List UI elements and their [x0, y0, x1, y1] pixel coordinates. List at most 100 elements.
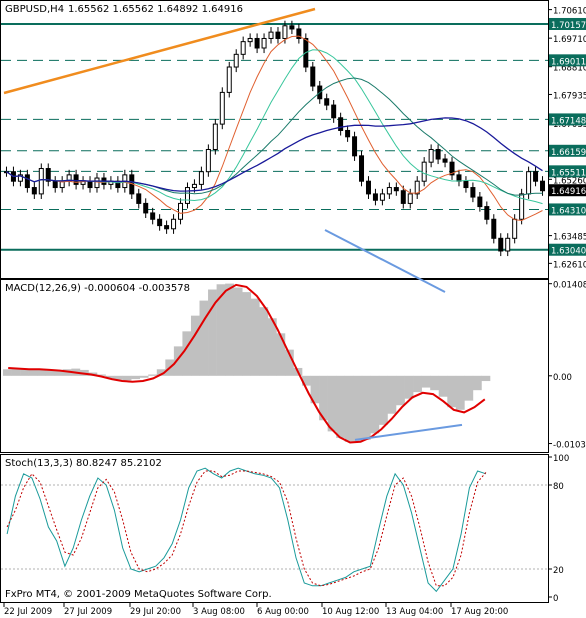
candle-body: [233, 53, 239, 68]
stoch-label: Stoch(13,3,3) 80.8247 85.2102: [5, 458, 162, 469]
candle-body: [428, 148, 434, 163]
candle-body: [87, 180, 93, 189]
time-axis-label: 22 Jul 2009: [4, 607, 52, 617]
candle-body: [157, 218, 163, 227]
macd-histogram-bar: [413, 375, 422, 393]
macd-histogram-bar: [370, 375, 380, 434]
stoch-frame: [0, 454, 549, 603]
stoch-axis-label: 0: [553, 594, 558, 604]
macd-histogram-bar: [3, 369, 12, 376]
stoch-axis-label: 20: [553, 566, 564, 576]
macd-histogram-bar: [28, 369, 38, 376]
time-axis-label: 27 Jul 2009: [64, 607, 112, 617]
candle-body: [247, 37, 253, 43]
orange-trendline[interactable]: [3, 7, 316, 95]
main-chart-frame: [0, 0, 549, 279]
price-level-box: [549, 17, 586, 30]
macd-histogram-bar: [173, 346, 183, 376]
candle-body: [386, 187, 392, 195]
candle-body: [52, 180, 58, 189]
price-level-label: 1.66159: [551, 148, 586, 158]
macd-histogram-bar: [310, 375, 320, 404]
macd-label: MACD(12,26,9) -0.000604 -0.003578: [5, 283, 190, 294]
candle-body: [393, 187, 399, 192]
candle-body: [449, 161, 455, 176]
price-level-label: 1.69011: [551, 57, 586, 67]
time-axis-label: 10 Aug 12:00: [322, 607, 379, 617]
blue-trendline[interactable]: [324, 229, 446, 293]
macd-histogram-bar: [267, 318, 277, 376]
candle-body: [254, 37, 260, 49]
candle-body: [45, 168, 51, 182]
candle-body: [73, 174, 79, 185]
price-level-label: 1.65511: [551, 168, 586, 178]
candle-body: [198, 171, 204, 185]
macd-histogram-bar: [396, 375, 405, 406]
macd-histogram-bar: [319, 375, 328, 421]
macd-histogram-bar: [62, 369, 72, 376]
price-level-label: 1.70157: [551, 21, 586, 31]
macd-histogram-bar: [45, 370, 55, 376]
macd-histogram-bar: [404, 375, 414, 399]
candle-body: [338, 117, 344, 131]
time-axis-label: 6 Aug 00:00: [257, 607, 309, 617]
macd-histogram-bar: [464, 375, 474, 401]
macd-histogram-bar: [20, 368, 29, 376]
price-level-box: [549, 113, 586, 126]
macd-histogram-bar: [327, 375, 337, 432]
macd-histogram-bar: [148, 374, 158, 376]
candle-body: [512, 218, 518, 239]
macd-histogram-bar: [421, 375, 431, 388]
candle-body: [205, 148, 211, 173]
price-axis-label: 1.62610: [553, 260, 586, 270]
candle-body: [477, 196, 483, 208]
candle-body: [442, 158, 448, 163]
candle-body: [491, 218, 497, 239]
macd-histogram-bar: [447, 375, 457, 408]
candle-body: [345, 129, 351, 138]
candle-body: [289, 25, 295, 30]
candle-body: [240, 41, 246, 55]
candle-body: [164, 225, 170, 230]
macd-histogram-bar: [225, 283, 234, 376]
macd-histogram-bar: [156, 369, 166, 376]
candle-body: [268, 31, 274, 39]
candle-body: [379, 193, 385, 201]
macd-histogram-bar: [122, 375, 132, 381]
candle-body: [261, 37, 267, 49]
macd-histogram-bar: [481, 375, 491, 382]
candle-body: [505, 237, 511, 252]
candle-body: [296, 28, 302, 39]
candle-body: [372, 193, 378, 201]
macd-histogram-bar: [276, 333, 286, 376]
candle-body: [24, 174, 30, 189]
price-level-box: [549, 243, 586, 256]
candle-body: [191, 183, 197, 189]
macd-histogram-bar: [250, 298, 260, 376]
candle-body: [212, 123, 218, 150]
candle-body: [519, 193, 525, 220]
macd-histogram-bar: [182, 331, 192, 376]
candle-body: [359, 155, 365, 182]
macd-histogram-bar: [139, 375, 149, 378]
price-level-box: [549, 165, 586, 178]
time-axis-label: 13 Aug 04:00: [386, 607, 443, 617]
candle-body: [463, 180, 469, 189]
current-price-label: 1.64916: [551, 187, 586, 197]
macd-blue-trendline[interactable]: [354, 423, 463, 441]
macd-histogram-bar: [302, 375, 311, 386]
macd-histogram-bar: [131, 375, 141, 380]
candle-body: [484, 206, 490, 220]
candle-body: [414, 180, 420, 195]
candle-body: [184, 187, 190, 204]
candle-body: [498, 237, 504, 252]
price-level-box: [549, 203, 586, 216]
candle-body: [275, 31, 281, 39]
candle-body: [171, 218, 177, 230]
moving-average-red: [6, 35, 543, 222]
macd-histogram-bar: [344, 375, 354, 442]
price-level-box: [549, 54, 586, 67]
macd-axis-label: -0.010359: [553, 441, 586, 451]
macd-histogram-bar: [11, 368, 21, 376]
